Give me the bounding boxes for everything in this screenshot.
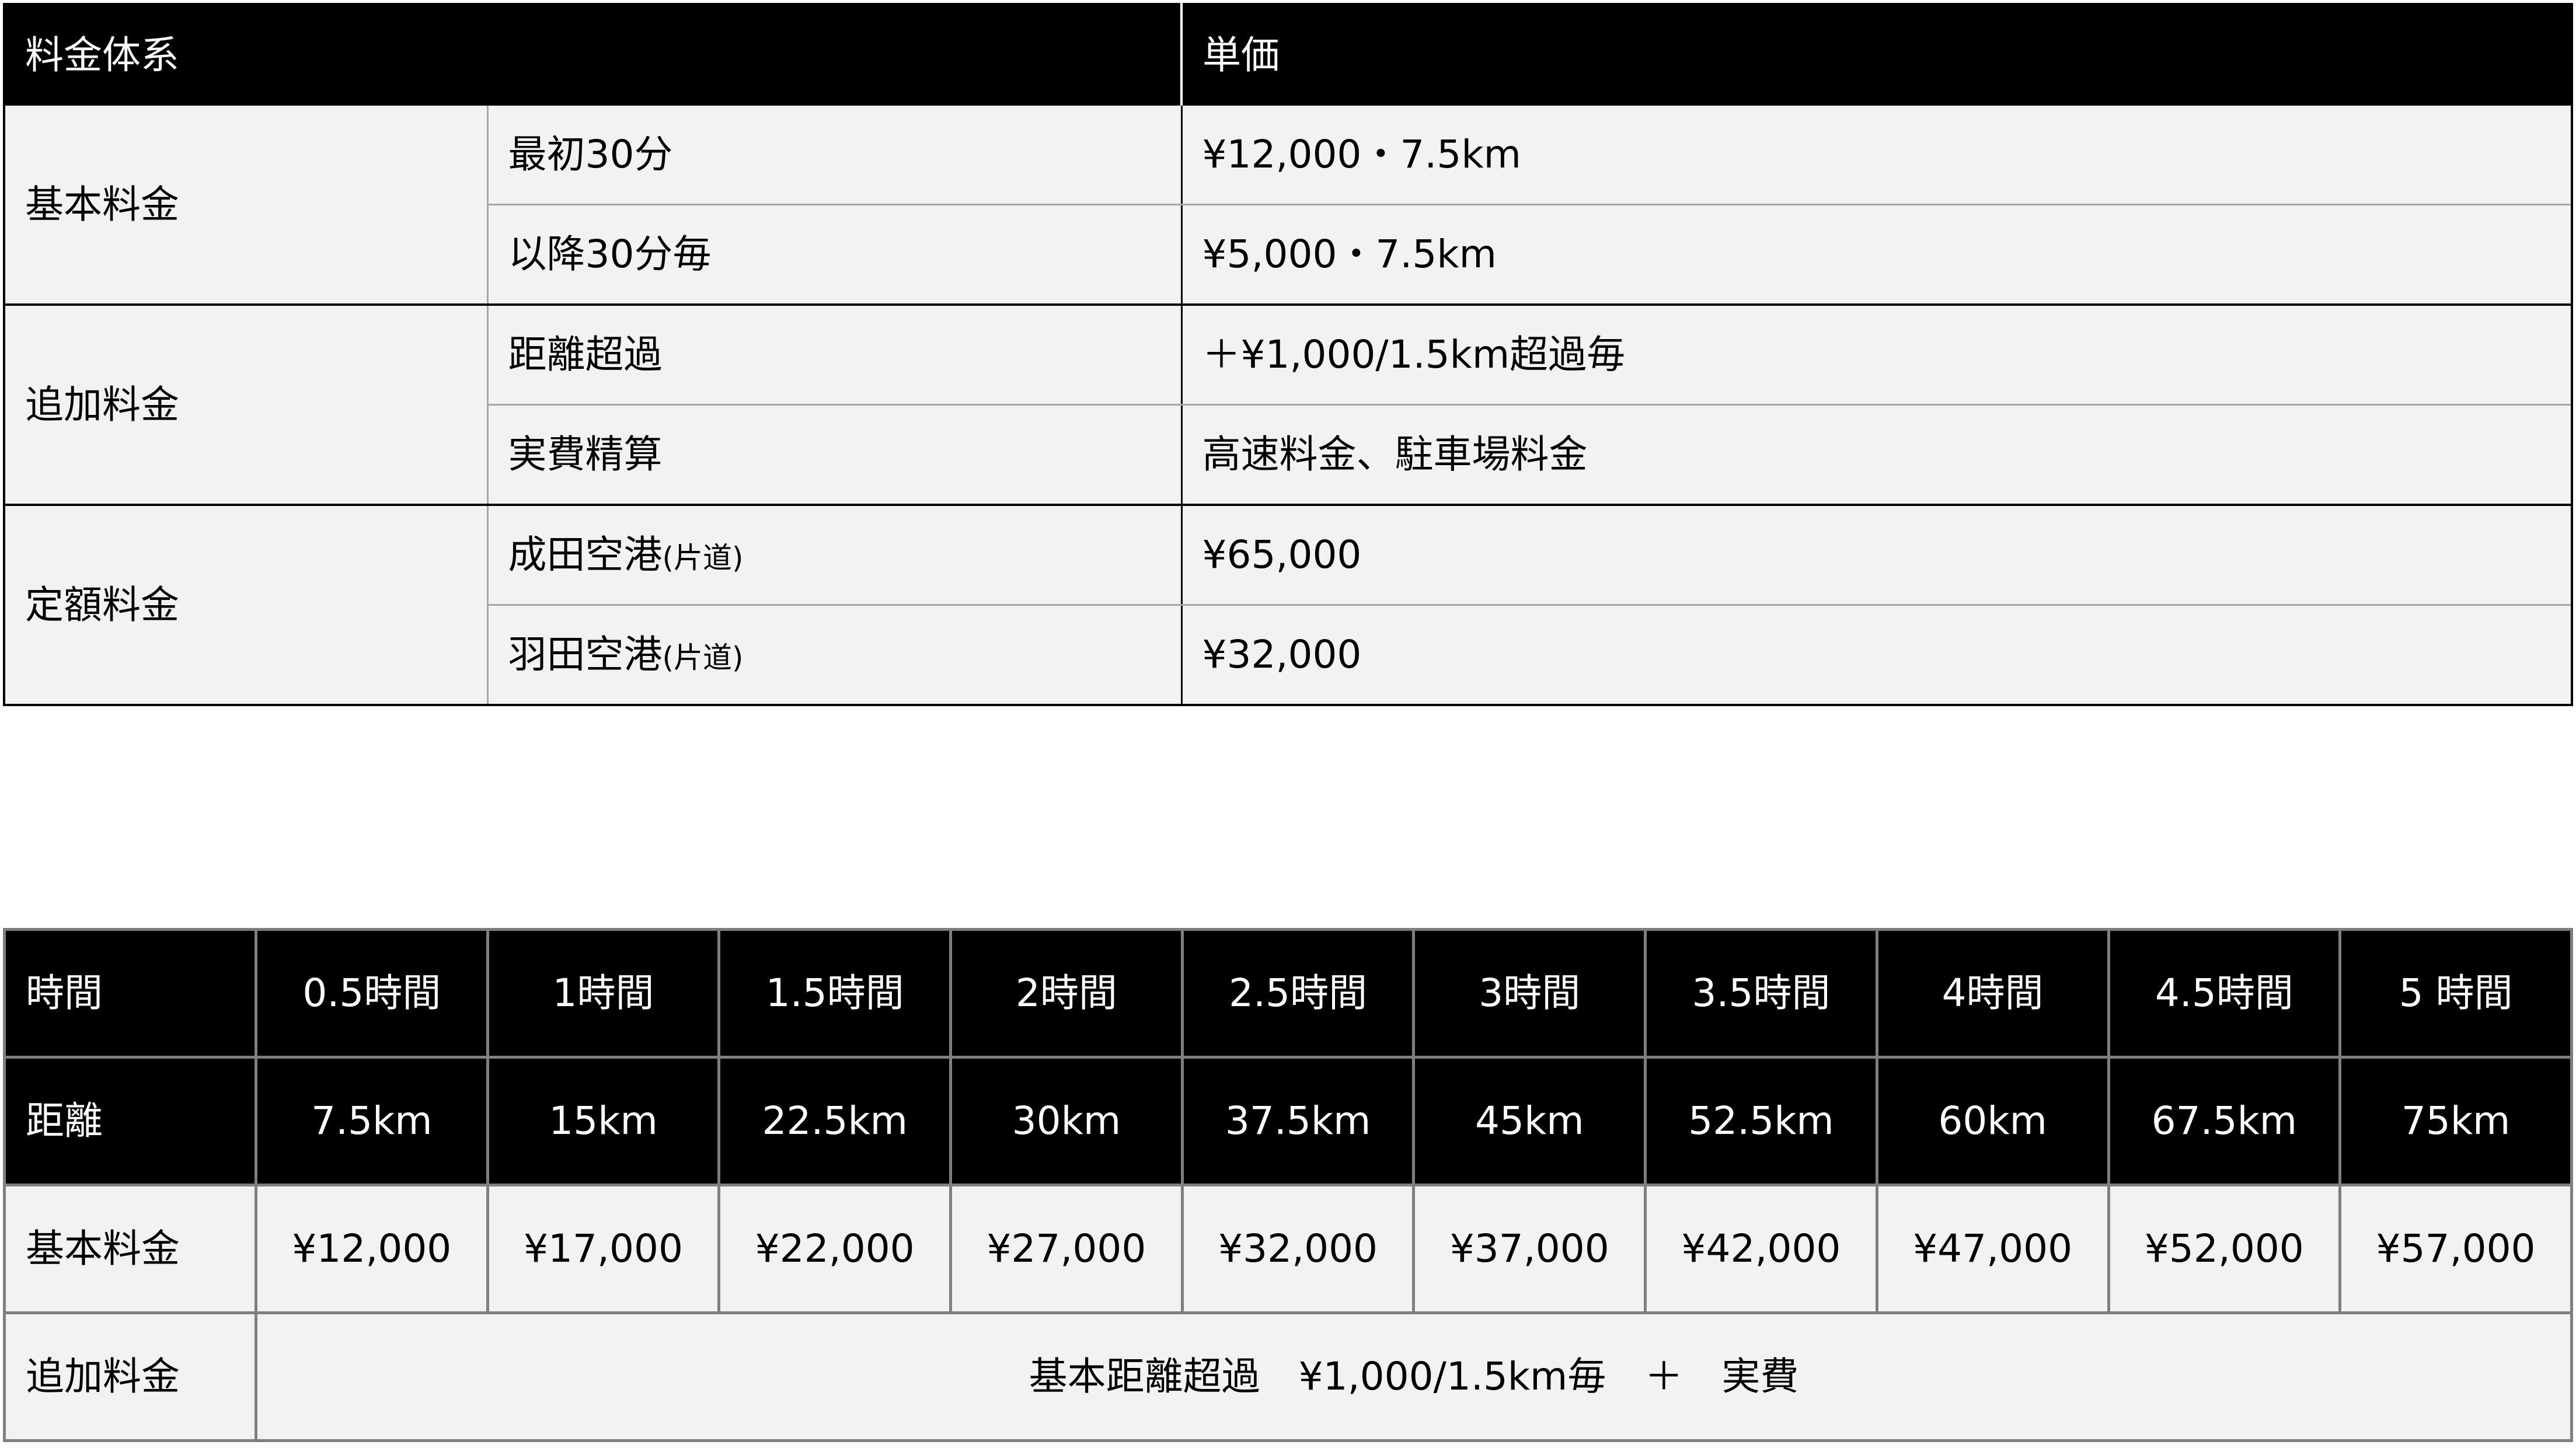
base-fee-cell: ¥42,000 (1644, 1184, 1878, 1314)
time-cell: 3時間 (1412, 928, 1647, 1059)
item-note: (片道) (662, 541, 744, 575)
item-text: 成田空港 (508, 532, 663, 577)
table-row: 羽田空港(片道) ¥32,000 (4, 605, 2572, 706)
time-cell: 1時間 (486, 928, 721, 1059)
item-label: 実費精算 (486, 404, 1181, 506)
table-row: 基本料金 最初30分 ¥12,000・7.5km (4, 106, 2572, 306)
item-label: 成田空港(片道) (486, 505, 1181, 606)
time-cell: 2.5時間 (1180, 928, 1416, 1059)
time-cell: 4.5時間 (2107, 928, 2342, 1059)
distance-row: 距離 7.5km 15km 22.5km 30km 37.5km 45km 52.5km 60… (3, 1056, 2573, 1186)
distance-cell: 67.5km (2107, 1056, 2342, 1186)
base-fee-label: 基本料金 (3, 1184, 257, 1314)
distance-cell: 22.5km (717, 1056, 953, 1186)
item-label: 羽田空港(片道) (486, 605, 1181, 706)
base-fee-cell: ¥32,000 (1180, 1184, 1416, 1314)
base-fee-cell: ¥17,000 (486, 1184, 721, 1314)
base-fee-cell: ¥37,000 (1412, 1184, 1647, 1314)
distance-cell: 7.5km (255, 1056, 489, 1186)
item-text: 最初30分 (508, 132, 673, 177)
time-cell: 2時間 (949, 928, 1184, 1059)
item-price: ¥32,000 (1180, 605, 2572, 706)
distance-cell: 30km (949, 1056, 1184, 1186)
base-fee-cell: ¥47,000 (1875, 1184, 2110, 1314)
time-cell: 3.5時間 (1644, 928, 1878, 1059)
group-label: 定額料金 (4, 505, 487, 706)
pricing-header-row: 料金体系 単価 (3, 4, 2572, 106)
item-price: ¥65,000 (1180, 505, 2572, 606)
item-label: 以降30分毎 (486, 204, 1181, 306)
base-fee-cell: ¥22,000 (717, 1184, 953, 1314)
base-fee-cell: ¥12,000 (255, 1184, 489, 1314)
table-row: 定額料金 成田空港(片道) ¥65,000 (4, 505, 2572, 706)
extra-fee-text: 基本距離超過 ¥1,000/1.5km毎 ＋ 実費 (255, 1311, 2573, 1442)
distance-cell: 60km (1875, 1056, 2110, 1186)
time-label: 時間 (3, 928, 257, 1059)
item-label: 距離超過 (486, 305, 1181, 406)
base-fee-cell: ¥57,000 (2338, 1184, 2573, 1314)
item-text: 以降30分毎 (508, 232, 712, 277)
header-unit-price: 単価 (1180, 4, 2572, 106)
item-price: ＋¥1,000/1.5km超過毎 (1180, 305, 2572, 406)
rate-table: 時間 0.5時間 1時間 1.5時間 2時間 2.5時間 3時間 3.5時間 4時間 4.5時間… (3, 928, 2573, 1442)
base-fee-cell: ¥27,000 (949, 1184, 1184, 1314)
time-cell: 5 時間 (2338, 928, 2573, 1059)
table-row: 追加料金 距離超過 ＋¥1,000/1.5km超過毎 (4, 305, 2572, 506)
distance-cell: 45km (1412, 1056, 1647, 1186)
group-label: 基本料金 (4, 106, 487, 306)
time-cell: 1.5時間 (717, 928, 953, 1059)
header-category: 料金体系 (3, 4, 1181, 106)
extra-fee-label: 追加料金 (3, 1311, 257, 1442)
pricing-structure-table: 料金体系 単価 基本料金 最初30分 ¥12,000・7.5km 以降30分毎 … (3, 3, 2573, 706)
item-text: 羽田空港 (508, 632, 663, 677)
distance-cell: 75km (2338, 1056, 2573, 1186)
time-cell: 0.5時間 (255, 928, 489, 1059)
item-price: ¥5,000・7.5km (1180, 204, 2572, 306)
item-price: ¥12,000・7.5km (1180, 106, 2572, 205)
extra-fee-row: 追加料金 基本距離超過 ¥1,000/1.5km毎 ＋ 実費 (3, 1311, 2573, 1442)
time-row: 時間 0.5時間 1時間 1.5時間 2時間 2.5時間 3時間 3.5時間 4時間 4.5時間… (3, 928, 2573, 1059)
distance-label: 距離 (3, 1056, 257, 1186)
item-note: (片道) (662, 641, 744, 675)
table-row: 以降30分毎 ¥5,000・7.5km (4, 204, 2572, 306)
group-label: 追加料金 (4, 305, 487, 506)
distance-cell: 15km (486, 1056, 721, 1186)
item-price: 高速料金、駐車場料金 (1180, 404, 2572, 506)
item-label: 最初30分 (486, 106, 1181, 205)
base-fee-cell: ¥52,000 (2107, 1184, 2342, 1314)
item-text: 距離超過 (508, 332, 663, 377)
base-fee-row: 基本料金 ¥12,000 ¥17,000 ¥22,000 ¥27,000 ¥32,000… (3, 1184, 2573, 1314)
distance-cell: 37.5km (1180, 1056, 1416, 1186)
item-text: 実費精算 (508, 432, 663, 477)
distance-cell: 52.5km (1644, 1056, 1878, 1186)
time-cell: 4時間 (1875, 928, 2110, 1059)
table-row: 実費精算 高速料金、駐車場料金 (4, 404, 2572, 506)
